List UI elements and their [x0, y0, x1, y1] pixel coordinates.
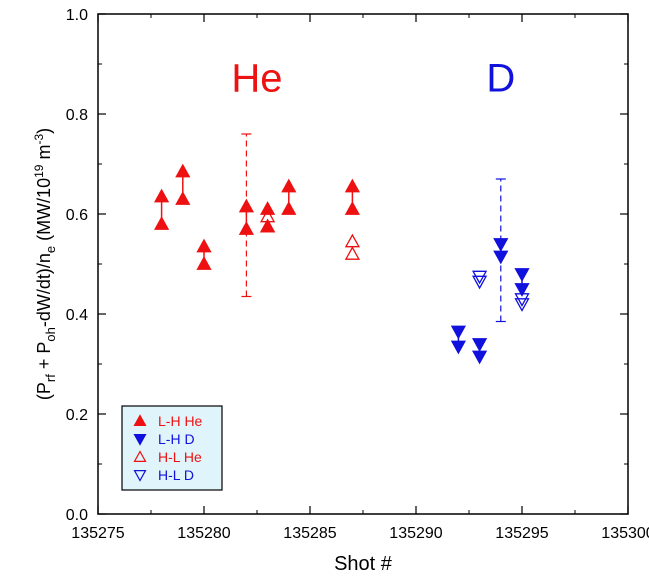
x-axis-label: Shot #	[334, 553, 393, 575]
x-tick-label: 135280	[177, 525, 230, 542]
point-h-l-d	[471, 270, 488, 285]
y-tick-label: 0.8	[66, 107, 88, 124]
x-tick-label: 135285	[283, 525, 336, 542]
point-h-l-d	[514, 293, 530, 307]
legend-label: H-L D	[158, 467, 194, 483]
point-l-h-d	[514, 283, 530, 297]
y-tick-label: 0.0	[66, 507, 88, 524]
plot-marks: He D	[153, 57, 530, 365]
point-l-h-d	[514, 268, 530, 282]
point-h-l-d	[514, 298, 530, 312]
y-tick-label: 0.2	[66, 407, 88, 424]
point-l-h-he	[153, 216, 170, 230]
point-l-h-he	[238, 198, 255, 213]
point-l-h-he	[175, 191, 191, 205]
point-h-l-d	[471, 275, 488, 290]
point-l-h-he	[175, 163, 191, 178]
x-tick-label: 135275	[71, 525, 124, 542]
point-l-h-d	[471, 338, 488, 352]
point-l-h-he	[281, 201, 297, 215]
legend: L-H He L-H D H-L He H-L D	[121, 405, 223, 491]
legend-label: L-H He	[158, 413, 203, 429]
point-h-l-he	[344, 233, 361, 248]
point-l-h-he	[196, 238, 212, 253]
point-h-l-he	[259, 218, 276, 233]
point-l-h-he	[281, 178, 297, 193]
y-tick-label: 0.6	[66, 207, 88, 224]
point-l-h-he	[344, 178, 361, 193]
point-l-h-he	[196, 256, 212, 270]
legend-label: L-H D	[158, 431, 195, 447]
y-axis-label: (Prf + Poh-dW/dt)/ne (MW/1019 m-3)	[32, 128, 58, 400]
legend-marker	[133, 450, 147, 462]
x-tick-label: 135290	[389, 525, 442, 542]
y-tick-label: 0.4	[66, 307, 88, 324]
point-l-h-d	[493, 238, 509, 252]
point-l-h-he	[238, 221, 255, 235]
point-h-l-he	[344, 246, 361, 260]
point-h-l-he	[259, 208, 276, 223]
point-l-h-d	[450, 325, 467, 340]
point-l-h-d	[450, 340, 467, 355]
point-l-h-he	[259, 201, 276, 215]
point-l-h-he	[344, 201, 361, 215]
point-l-h-d	[471, 350, 488, 365]
legend-marker	[133, 434, 147, 446]
legend-marker	[133, 414, 147, 426]
legend-label: H-L He	[158, 449, 202, 465]
legend-marker	[133, 470, 147, 482]
x-tick-label: 135295	[495, 525, 548, 542]
point-l-h-d	[493, 250, 509, 265]
annotation-d: D	[486, 57, 515, 101]
y-tick-label: 1.0	[66, 7, 88, 24]
point-l-h-he	[153, 188, 170, 203]
annotation-he: He	[231, 57, 282, 101]
